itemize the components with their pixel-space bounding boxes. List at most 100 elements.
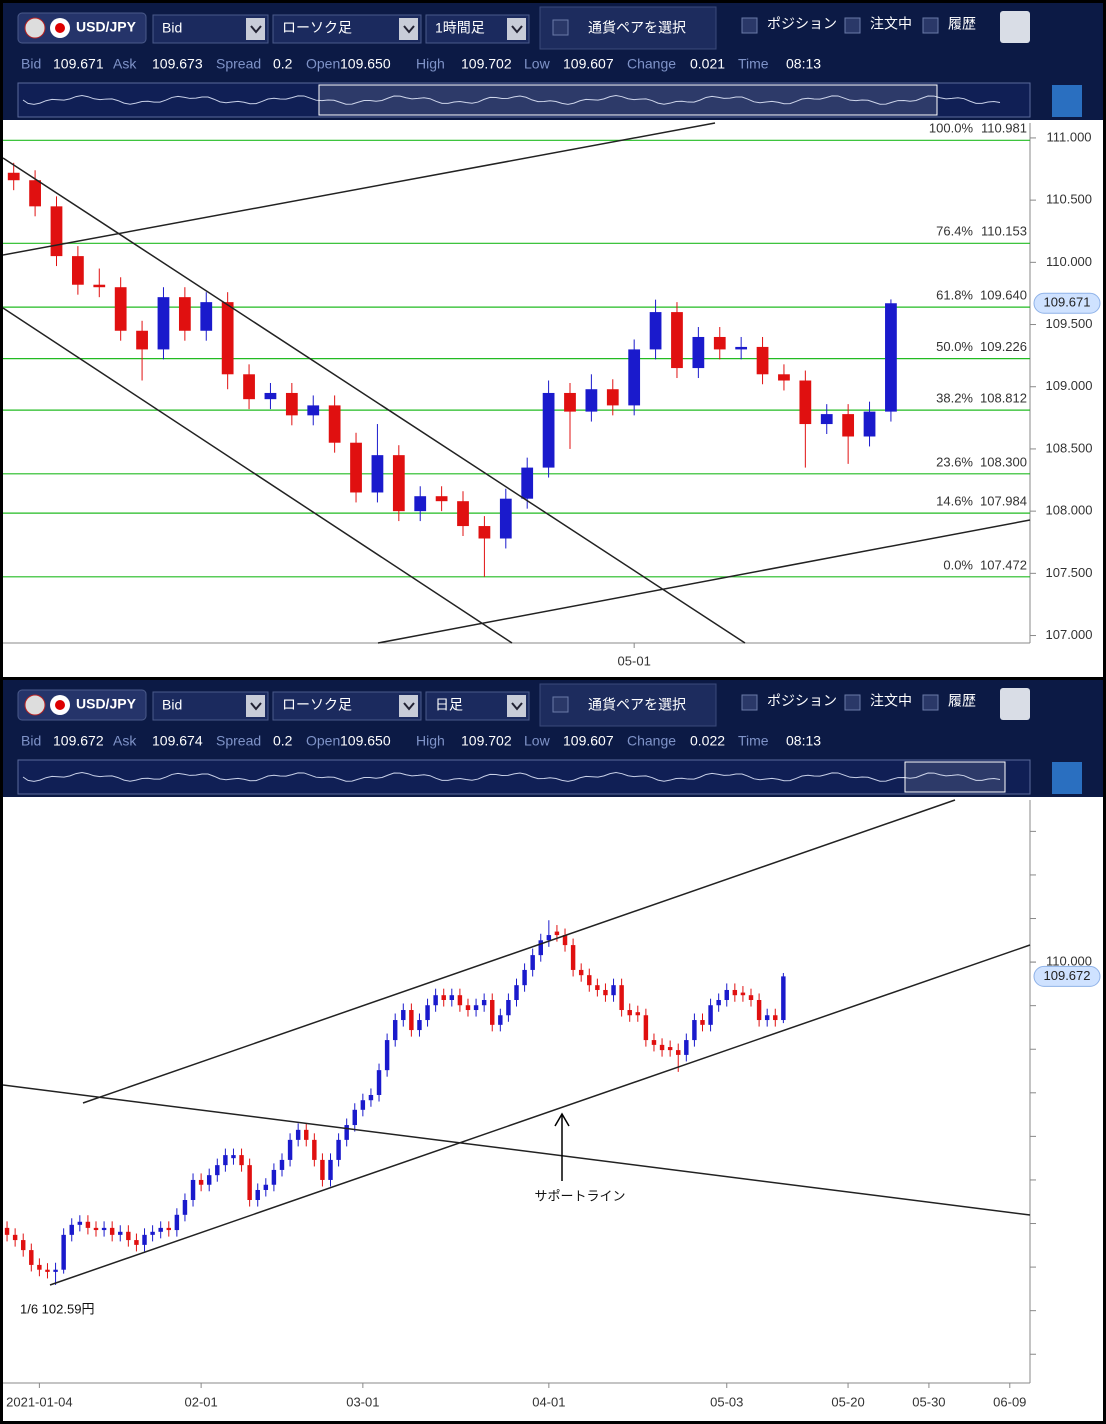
trendline [3,1084,1031,1216]
candle-body [247,1165,252,1200]
dropdown-arrow-box[interactable] [507,695,526,717]
candle-body [384,1040,390,1071]
candle-body [285,392,298,416]
checkbox[interactable] [922,17,939,34]
dropdown-arrow-box[interactable] [246,695,265,717]
candle-body [587,975,592,986]
quote-label: Change [627,733,676,749]
candle-body [206,1175,212,1185]
fib-value: 108.812 [980,391,1027,406]
checkbox[interactable] [844,694,861,711]
navigator-window[interactable] [318,84,938,116]
checkbox[interactable] [552,19,569,36]
candle-body [724,989,729,1000]
candle-body [578,969,584,976]
candle-body [611,985,616,996]
candle-body [182,1199,188,1215]
quote-value: 0.2 [273,56,293,72]
select-pair-button[interactable] [539,6,717,50]
y-tick-label: 107.000 [1046,627,1093,642]
candle-body [498,1015,503,1025]
candle-body [478,526,491,539]
select-pair: 通貨ペアを選択 [588,20,686,36]
pair-selector[interactable] [17,689,147,721]
select-pair-button[interactable] [539,683,717,727]
candle-body [12,1234,18,1241]
y-tick-label: 110.000 [1046,254,1092,269]
navigator-preview [22,95,1001,105]
candle-body [649,312,662,350]
candle-body [328,1159,333,1180]
dropdown[interactable] [272,691,422,721]
fib-level: 14.6% [936,494,973,509]
candle-body [142,1234,147,1245]
x-tick-label: 05-20 [831,1394,864,1409]
flag-us [24,694,46,716]
last-price-label: 109.672 [1044,968,1091,983]
dropdown-arrow-box[interactable] [399,18,418,40]
candle-body [676,1050,681,1055]
checkbox[interactable] [741,694,758,711]
dropdown[interactable] [272,14,422,44]
x-tick-label: 05-01 [618,653,651,668]
fib-level: 100.0% [929,121,974,136]
quote-value: 109.702 [461,733,512,749]
candle-body [307,405,320,416]
navigator[interactable] [17,759,1031,795]
checkbox[interactable] [844,17,861,34]
fit-button[interactable] [1052,762,1082,794]
candle-body [350,442,362,493]
candle-body [215,1165,220,1176]
trendline [82,799,956,1104]
x-tick-label: 05-30 [912,1394,945,1409]
quote-label: Bid [21,56,41,72]
toggle-label: 履歴 [948,693,976,709]
dropdown-arrow-box[interactable] [399,695,418,717]
dropdown-arrow [250,25,262,34]
x-tick-label: 03-01 [346,1394,379,1409]
y-tick-label: 110.000 [1046,954,1092,969]
candle-body [842,414,855,437]
last-price-marker [1033,965,1101,987]
fib-level: 23.6% [936,454,973,469]
quote-label: Spread [216,56,261,72]
dropdown-arrow-box[interactable] [507,18,526,40]
toolbar-icon[interactable] [1000,11,1030,43]
dropdown-arrow-box[interactable] [246,18,265,40]
toolbar-icon[interactable] [1000,688,1030,720]
checkbox[interactable] [552,696,569,713]
y-tick-label: 108.000 [1046,503,1093,518]
candle-body [190,1179,196,1200]
quote-label: Open [306,56,340,72]
checkbox[interactable] [922,694,939,711]
fit-button[interactable] [1052,85,1082,117]
candle-body [101,1227,107,1231]
y-tick-label: 110.500 [1046,192,1092,207]
candle-body [304,1129,309,1140]
candle-body [126,1231,131,1241]
trendlines [3,122,1031,1286]
candle-body [643,1015,649,1041]
dropdown-arrow [250,702,262,711]
candle-body [778,374,790,381]
candle-body [368,1094,374,1101]
x-tick-label: 2021-01-04 [6,1394,73,1409]
candle-body [376,1070,382,1095]
separator [3,677,1103,680]
pair-selector[interactable] [17,12,147,44]
candle-body [499,498,512,539]
quote-value: 109.650 [340,733,391,749]
pair: USD/JPY [76,696,137,712]
toggle-label: ポジション [767,16,837,32]
candle-body [740,992,746,996]
candle-body [4,1227,10,1235]
candle-body [93,1227,99,1231]
navigator-window[interactable] [904,761,1006,793]
quote-value: 109.672 [53,733,104,749]
candle-body [198,1179,204,1185]
candle-body [735,346,748,350]
candle-body [255,1189,260,1200]
candle-body [449,995,455,1000]
checkbox[interactable] [741,17,758,34]
candle-body [320,1159,325,1180]
